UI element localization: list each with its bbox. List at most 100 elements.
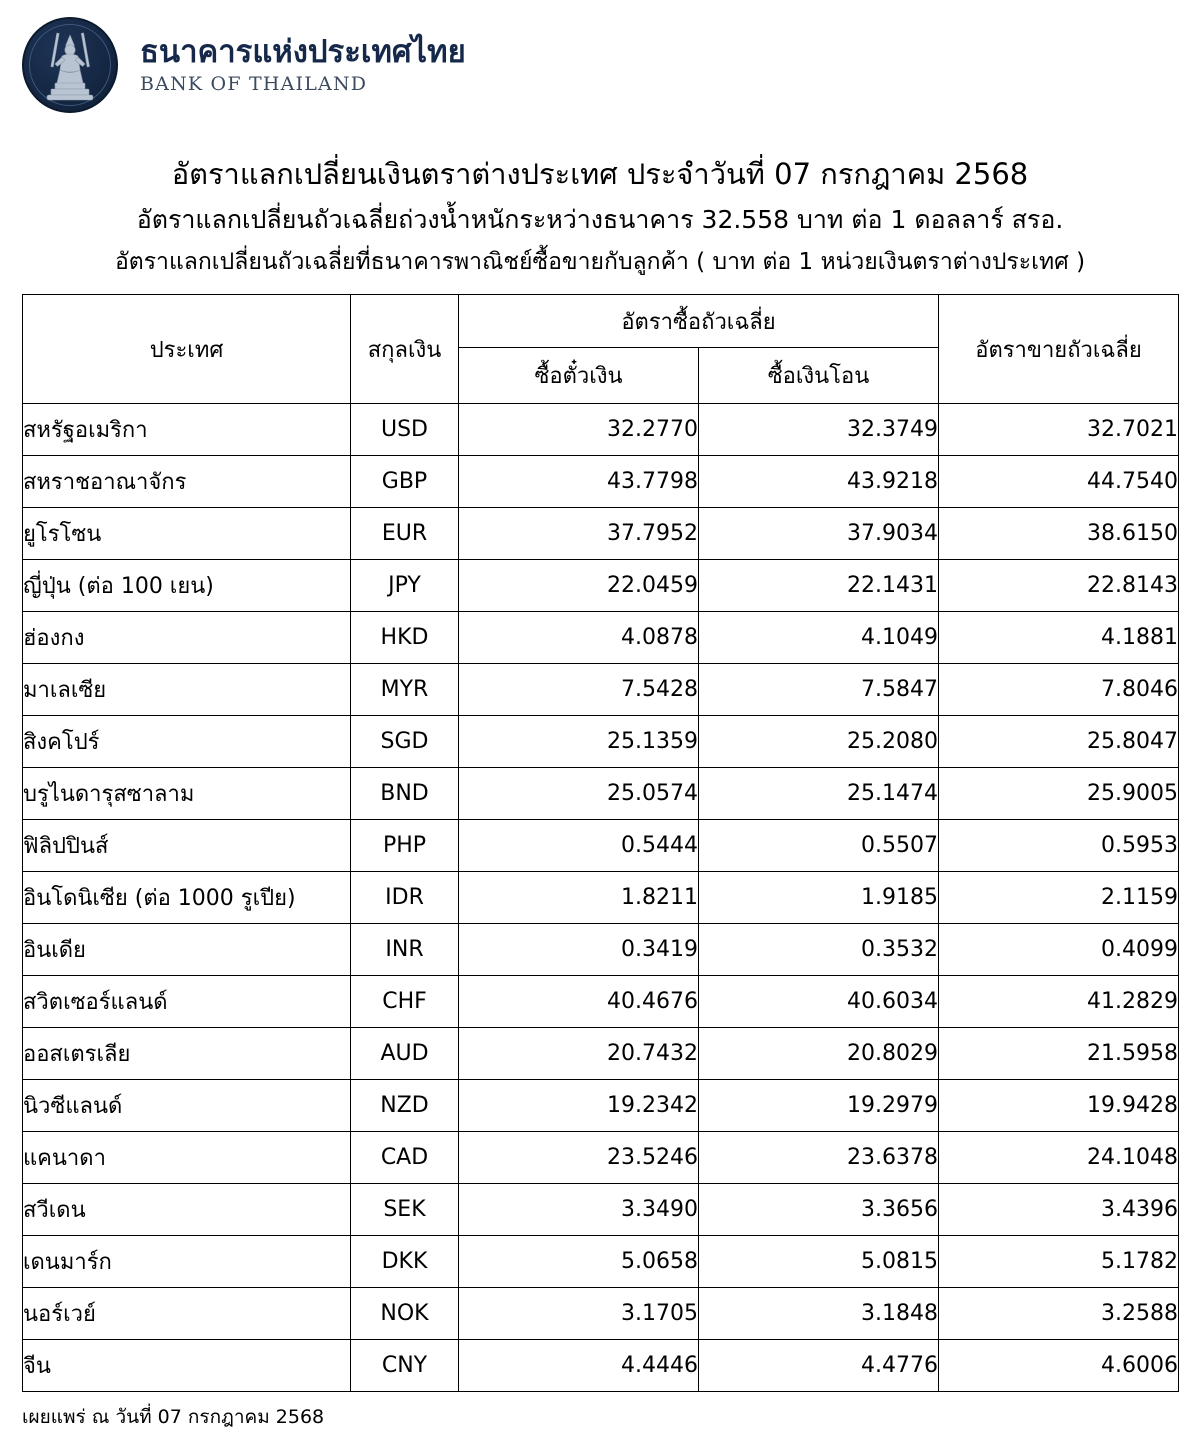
table-row: สิงคโปร์ SGD 25.1359 25.2080 25.8047 — [22, 715, 1179, 769]
cell-buy-transfer: 23.6378 — [698, 1131, 939, 1185]
table-header-row-top: ประเทศ สกุลเงิน อัตราซื้อถัวเฉลี่ย อัตรา… — [22, 294, 1179, 405]
cell-country: บรูไนดารุสซาลาม — [22, 767, 351, 821]
cell-buy-transfer: 3.1848 — [698, 1287, 939, 1341]
cell-country: อินเดีย — [22, 923, 351, 977]
cell-buy-bill: 25.1359 — [458, 715, 699, 769]
table-row: ฮ่องกง HKD 4.0878 4.1049 4.1881 — [22, 611, 1179, 665]
column-header-buy-transfer: ซื้อเงินโอน — [698, 347, 939, 405]
cell-currency: JPY — [350, 559, 459, 613]
cell-country: ญี่ปุ่น (ต่อ 100 เยน) — [22, 559, 351, 613]
table-row: นอร์เวย์ NOK 3.1705 3.1848 3.2588 — [22, 1287, 1179, 1341]
cell-currency: BND — [350, 767, 459, 821]
cell-buy-bill: 20.7432 — [458, 1027, 699, 1081]
cell-buy-bill: 25.0574 — [458, 767, 699, 821]
cell-buy-bill: 3.1705 — [458, 1287, 699, 1341]
cell-sell: 2.1159 — [938, 871, 1179, 925]
table-row: ออสเตรเลีย AUD 20.7432 20.8029 21.5958 — [22, 1027, 1179, 1081]
table-row: สหราชอาณาจักร GBP 43.7798 43.9218 44.7540 — [22, 455, 1179, 509]
table-row: นิวซีแลนด์ NZD 19.2342 19.2979 19.9428 — [22, 1079, 1179, 1133]
cell-buy-bill: 1.8211 — [458, 871, 699, 925]
table-row: ฟิลิปปินส์ PHP 0.5444 0.5507 0.5953 — [22, 819, 1179, 873]
cell-country: ฮ่องกง — [22, 611, 351, 665]
cell-buy-transfer: 43.9218 — [698, 455, 939, 509]
table-body: สหรัฐอเมริกา USD 32.2770 32.3749 32.7021 สหรา… — [22, 403, 1179, 1393]
cell-sell: 3.4396 — [938, 1183, 1179, 1237]
cell-country: อินโดนิเซีย (ต่อ 1000 รูเปีย) — [22, 871, 351, 925]
cell-sell: 32.7021 — [938, 403, 1179, 457]
cell-sell: 7.8046 — [938, 663, 1179, 717]
exchange-rate-table: ประเทศ สกุลเงิน อัตราซื้อถัวเฉลี่ย อัตรา… — [22, 294, 1179, 1393]
cell-sell: 41.2829 — [938, 975, 1179, 1029]
cell-buy-transfer: 37.9034 — [698, 507, 939, 561]
cell-buy-transfer: 1.9185 — [698, 871, 939, 925]
cell-buy-bill: 23.5246 — [458, 1131, 699, 1185]
cell-sell: 3.2588 — [938, 1287, 1179, 1341]
column-header-country: ประเทศ — [22, 294, 351, 405]
cell-buy-bill: 0.3419 — [458, 923, 699, 977]
cell-currency: IDR — [350, 871, 459, 925]
cell-buy-transfer: 5.0815 — [698, 1235, 939, 1289]
table-row: แคนาดา CAD 23.5246 23.6378 24.1048 — [22, 1131, 1179, 1185]
brand-text: ธนาคารแห่งประเทศไทย BANK OF THAILAND — [140, 36, 466, 95]
cell-country: นอร์เวย์ — [22, 1287, 351, 1341]
cell-currency: MYR — [350, 663, 459, 717]
table-row: ยูโรโซน EUR 37.7952 37.9034 38.6150 — [22, 507, 1179, 561]
cell-sell: 5.1782 — [938, 1235, 1179, 1289]
cell-currency: PHP — [350, 819, 459, 873]
cell-sell: 24.1048 — [938, 1131, 1179, 1185]
cell-buy-bill: 4.0878 — [458, 611, 699, 665]
table-row: เดนมาร์ก DKK 5.0658 5.0815 5.1782 — [22, 1235, 1179, 1289]
cell-country: สหรัฐอเมริกา — [22, 403, 351, 457]
column-header-currency: สกุลเงิน — [350, 294, 459, 405]
cell-currency: GBP — [350, 455, 459, 509]
table-row: ญี่ปุ่น (ต่อ 100 เยน) JPY 22.0459 22.1431 22… — [22, 559, 1179, 613]
cell-buy-transfer: 19.2979 — [698, 1079, 939, 1133]
cell-country: นิวซีแลนด์ — [22, 1079, 351, 1133]
cell-sell: 0.4099 — [938, 923, 1179, 977]
cell-buy-bill: 43.7798 — [458, 455, 699, 509]
cell-currency: AUD — [350, 1027, 459, 1081]
cell-buy-bill: 40.4676 — [458, 975, 699, 1029]
cell-buy-transfer: 0.5507 — [698, 819, 939, 873]
cell-buy-transfer: 7.5847 — [698, 663, 939, 717]
published-date: เผยแพร่ ณ วันที่ 07 กรกฎาคม 2568 — [22, 1406, 325, 1429]
cell-currency: CHF — [350, 975, 459, 1029]
cell-buy-transfer: 4.1049 — [698, 611, 939, 665]
cell-currency: NOK — [350, 1287, 459, 1341]
cell-buy-bill: 7.5428 — [458, 663, 699, 717]
cell-currency: SEK — [350, 1183, 459, 1237]
cell-country: สหราชอาณาจักร — [22, 455, 351, 509]
cell-country: จีน — [22, 1339, 351, 1393]
exchange-rate-table-container: ประเทศ สกุลเงิน อัตราซื้อถัวเฉลี่ย อัตรา… — [22, 294, 1179, 1393]
table-row: บรูไนดารุสซาลาม BND 25.0574 25.1474 25.9005 — [22, 767, 1179, 821]
cell-country: แคนาดา — [22, 1131, 351, 1185]
brand-name-english: BANK OF THAILAND — [140, 72, 368, 95]
cell-currency: HKD — [350, 611, 459, 665]
cell-buy-transfer: 25.2080 — [698, 715, 939, 769]
cell-country: สวีเดน — [22, 1183, 351, 1237]
cell-country: ฟิลิปปินส์ — [22, 819, 351, 873]
cell-country: ยูโรโซน — [22, 507, 351, 561]
cell-country: เดนมาร์ก — [22, 1235, 351, 1289]
cell-sell: 4.1881 — [938, 611, 1179, 665]
cell-buy-transfer: 20.8029 — [698, 1027, 939, 1081]
cell-country: สวิตเซอร์แลนด์ — [22, 975, 351, 1029]
cell-buy-transfer: 32.3749 — [698, 403, 939, 457]
cell-buy-bill: 3.3490 — [458, 1183, 699, 1237]
cell-country: ออสเตรเลีย — [22, 1027, 351, 1081]
cell-sell: 4.6006 — [938, 1339, 1179, 1393]
seal-rim — [29, 24, 111, 106]
cell-country: มาเลเซีย — [22, 663, 351, 717]
cell-currency: INR — [350, 923, 459, 977]
bank-of-thailand-seal-icon — [22, 17, 118, 113]
table-row: อินโดนิเซีย (ต่อ 1000 รูเปีย) IDR 1.8211 1.… — [22, 871, 1179, 925]
table-row: มาเลเซีย MYR 7.5428 7.5847 7.8046 — [22, 663, 1179, 717]
cell-buy-transfer: 4.4776 — [698, 1339, 939, 1393]
table-header-row-bottom: ซื้อตั๋วเงิน ซื้อเงินโอน — [23, 347, 1179, 405]
cell-buy-transfer: 0.3532 — [698, 923, 939, 977]
cell-sell: 22.8143 — [938, 559, 1179, 613]
commercial-bank-rate-subtitle: อัตราแลกเปลี่ยนถัวเฉลี่ยที่ธนาคารพาณิชย์… — [114, 248, 1086, 275]
cell-buy-bill: 22.0459 — [458, 559, 699, 613]
cell-sell: 38.6150 — [938, 507, 1179, 561]
cell-sell: 0.5953 — [938, 819, 1179, 873]
